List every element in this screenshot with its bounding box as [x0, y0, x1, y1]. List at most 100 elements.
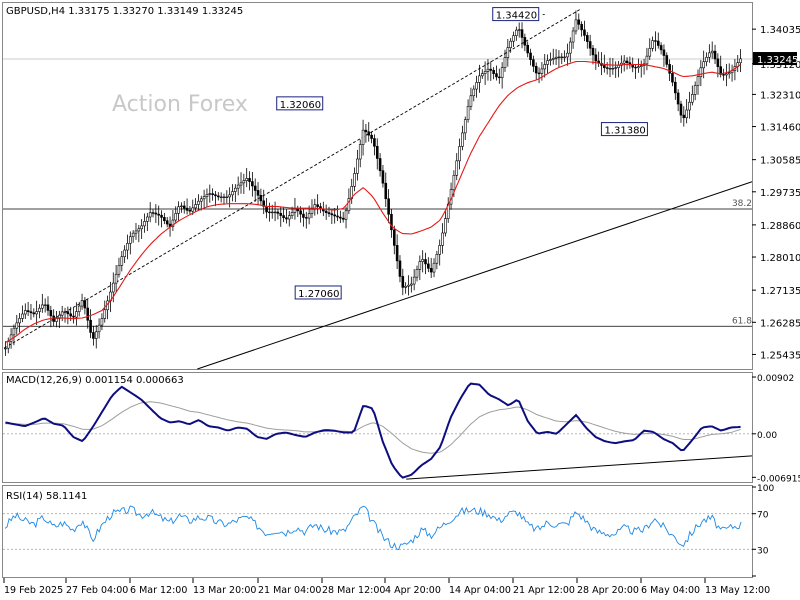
rsi-indicator: 100 70 30: [3, 484, 774, 577]
candle-body: [219, 196, 223, 199]
candle-body: [273, 211, 277, 214]
candle-body: [103, 309, 107, 319]
candle-body: [268, 211, 271, 214]
time-tick-label: 6 May 04:00: [641, 585, 700, 596]
candle-body: [251, 181, 254, 187]
price-axis: 1.34035 1.33120 1.32310 1.31460 1.30585 1.297…: [752, 25, 800, 361]
time-tick-label: 27 Feb 04:00: [66, 585, 128, 596]
candle-body: [38, 307, 41, 312]
candle-body: [140, 225, 143, 230]
candle-body: [259, 195, 263, 202]
candle-body: [46, 304, 50, 311]
candle-body: [506, 47, 510, 58]
candle-body: [49, 310, 53, 317]
candle-body: [432, 262, 436, 273]
candle-body: [160, 214, 163, 218]
candle-body: [427, 263, 430, 269]
candle-body: [384, 182, 388, 200]
candle-body: [100, 318, 104, 326]
candle-body: [299, 210, 302, 215]
candle-body: [316, 204, 319, 207]
price-tick-label: 1.25435: [760, 350, 800, 361]
candle-body: [188, 210, 192, 212]
candle-body: [441, 232, 444, 246]
candle-body: [645, 55, 649, 65]
candle-body: [588, 41, 592, 49]
trendlines: [3, 9, 753, 370]
candle-body: [543, 64, 547, 70]
candle-body: [120, 256, 124, 266]
candle-body: [26, 310, 30, 312]
rsi-line: [4, 505, 742, 551]
candle-body: [566, 52, 569, 58]
candle-body: [549, 59, 552, 61]
candle-body: [330, 213, 334, 216]
candle-body: [324, 210, 328, 213]
candle-body: [463, 119, 467, 134]
rsi-tick-label: 70: [757, 511, 769, 521]
candle-body: [117, 265, 121, 275]
price-tick-label: 1.34035: [760, 25, 800, 36]
candle-body: [739, 58, 742, 64]
candle-body: [307, 213, 311, 219]
time-tick-label: 28 Mar 12:00: [322, 585, 385, 596]
time-tick-label: 6 Mar 12:00: [130, 585, 187, 596]
candle-body: [293, 208, 297, 213]
candle-body: [353, 173, 356, 187]
candle-body: [202, 196, 206, 200]
candle-body: [72, 315, 75, 318]
candle-body: [568, 41, 572, 54]
candle-body: [710, 50, 714, 54]
candle-body: [563, 56, 566, 59]
candle-body: [290, 212, 294, 216]
candle-body: [693, 85, 697, 95]
candle-body: [452, 174, 456, 191]
candle-body: [248, 178, 251, 182]
candle-body: [577, 19, 581, 25]
price-tick-label: 1.26285: [760, 318, 800, 329]
candle-body: [392, 229, 396, 246]
candle-body: [262, 200, 266, 207]
candle-body: [80, 300, 84, 307]
price-panel-title: GBPUSD,H4 1.33175 1.33270 1.33149 1.3324…: [6, 6, 243, 17]
candle-body: [475, 82, 478, 90]
candle-body: [500, 67, 504, 78]
candle-body: [404, 285, 407, 288]
fib-level-label: 38.2: [732, 199, 752, 209]
candle-body: [665, 55, 669, 65]
candle-body: [498, 76, 501, 79]
candle-body: [157, 213, 160, 216]
candle-body: [608, 68, 612, 70]
candle-body: [515, 29, 518, 36]
rsi-tick-label: 100: [757, 484, 774, 494]
candle-body: [412, 276, 416, 285]
candle-body: [532, 59, 535, 67]
candle-body: [691, 94, 694, 103]
candle-body: [225, 196, 229, 199]
candle-body: [339, 216, 342, 219]
candle-body: [217, 195, 220, 198]
candle-body: [208, 193, 212, 195]
candle-body: [671, 72, 674, 83]
candle-body: [639, 65, 643, 67]
candle-body: [41, 304, 44, 309]
price-annotations: 1.32060 1.34420 1.27060 1.31380: [276, 7, 648, 300]
candle-body: [114, 273, 118, 284]
time-tick-label: 21 Mar 04:00: [258, 585, 321, 596]
candle-body: [472, 88, 476, 97]
candle-body: [165, 220, 169, 225]
candle-body: [333, 214, 336, 217]
candle-body: [370, 134, 373, 139]
candle-body: [708, 52, 711, 58]
moving-average: [5, 60, 741, 343]
candle-body: [358, 144, 362, 160]
candle-body: [55, 318, 58, 322]
candle-body: [341, 217, 345, 220]
annotation-label: 1.32060: [280, 100, 321, 111]
candle-body: [231, 191, 234, 196]
candle-body: [455, 160, 459, 176]
candle-body: [631, 64, 635, 68]
candle-body: [551, 58, 555, 60]
macd-trendline: [406, 455, 753, 480]
candle-body: [211, 193, 214, 196]
